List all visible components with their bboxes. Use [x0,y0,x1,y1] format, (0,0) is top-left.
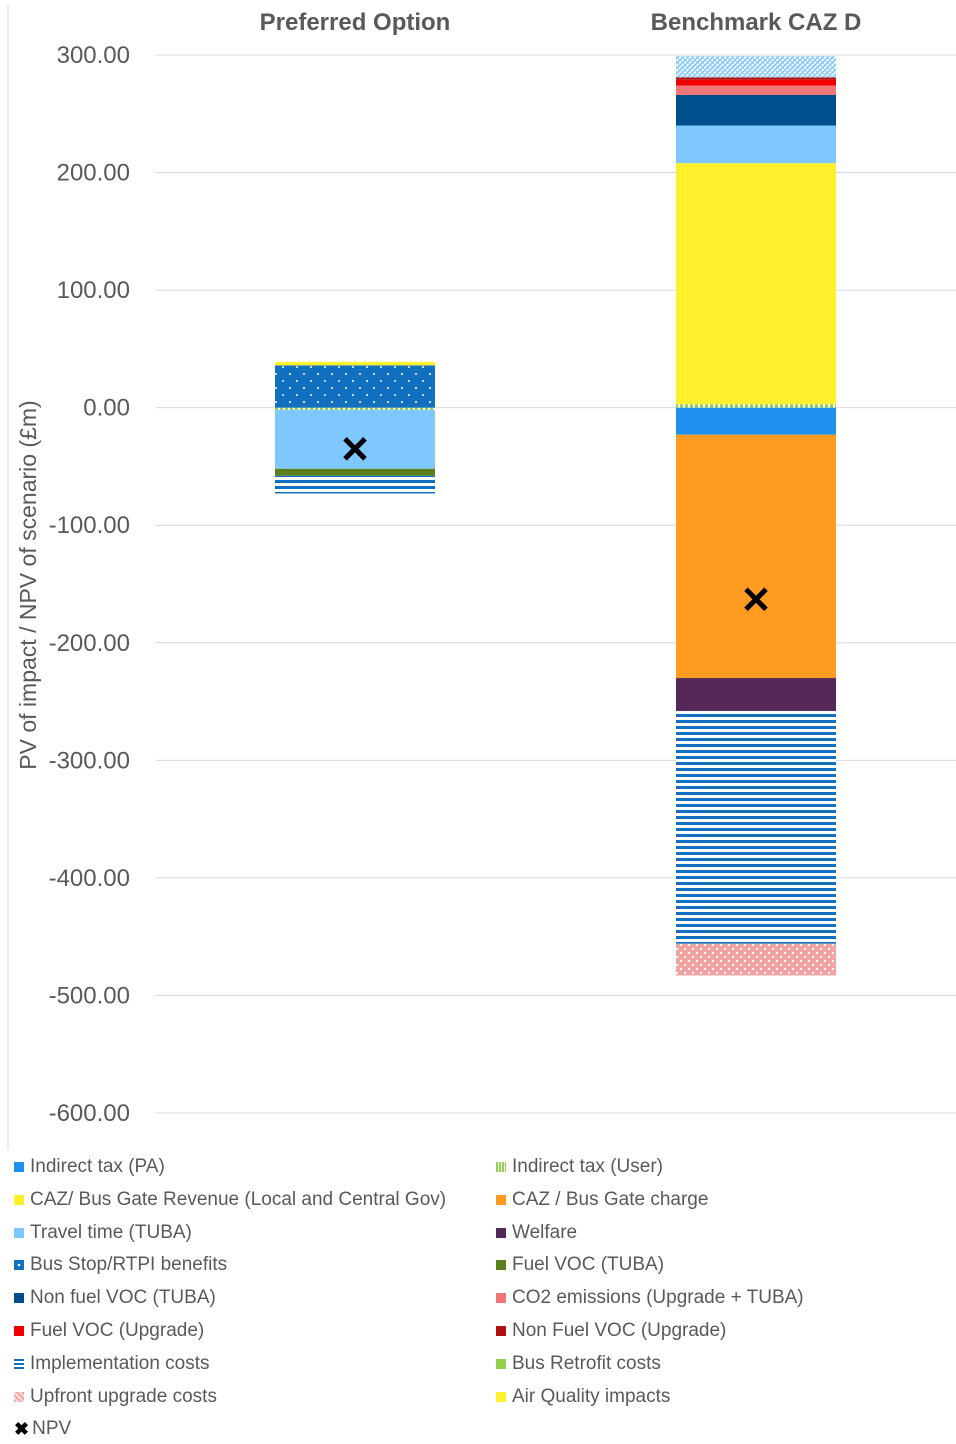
legend-item: Non fuel VOC (TUBA) [14,1283,216,1313]
legend-swatch [496,1260,506,1271]
y-tick-label: -100.00 [49,512,130,539]
legend-label: Bus Stop/RTPI benefits [30,1254,228,1276]
legend-item: Air Quality impacts [496,1382,670,1412]
legend-item: Fuel VOC (Upgrade) [14,1316,204,1346]
legend-label: Upfront upgrade costs [30,1385,217,1407]
legend-item: Bus Stop/RTPI benefits [14,1250,227,1280]
legend-item: Indirect tax (PA) [14,1152,165,1182]
legend-swatch [14,1194,24,1205]
legend-item: CAZ / Bus Gate charge [496,1185,708,1215]
legend-swatch [14,1162,24,1172]
bar-segment [275,365,435,408]
bar-segment [676,710,836,944]
legend-swatch [496,1227,506,1238]
legend-label: Welfare [512,1221,578,1243]
bar-segment [676,943,836,976]
y-tick-label: -600.00 [49,1100,130,1127]
legend-swatch [496,1358,506,1369]
stacked-bar-chart: 300.00 200.00 100.00 0.00 -100.00 -200.00 -300… [7,5,956,1150]
legend-swatch [14,1260,24,1271]
legend-swatch [14,1326,24,1336]
y-tick-label: -200.00 [49,630,130,657]
bar-segment [676,125,836,164]
legend-item: Welfare [496,1218,577,1248]
bar-segment [676,79,836,86]
legend-item: Fuel VOC (TUBA) [496,1250,664,1280]
legend-swatch [496,1391,506,1402]
bar-segment [676,85,836,95]
bar-segments [275,56,836,976]
legend-label: Non Fuel VOC (Upgrade) [512,1320,727,1341]
bar-segment [676,434,836,679]
legend-swatch [14,1293,24,1304]
y-tick-label: -300.00 [49,747,130,774]
legend-label: Bus Retrofit costs [512,1352,661,1374]
npv-marker [343,437,367,461]
category-label: Preferred Option [260,9,451,36]
y-tick-label: -500.00 [49,982,130,1009]
category-labels: Preferred Option Benchmark CAZ D [260,9,862,36]
bar-segment [275,410,435,469]
y-tick-label: 300.00 [57,42,130,69]
legend-swatch [14,1227,24,1238]
bar-segment [275,361,435,366]
y-tick-label: 200.00 [57,160,130,187]
legend-swatch [496,1194,506,1205]
legend-item: Bus Retrofit costs [496,1349,661,1379]
legend-label: Indirect tax (User) [512,1156,663,1177]
bar-segment [676,678,836,711]
legend-label: Implementation costs [30,1352,210,1374]
bar-segment [275,475,435,494]
legend-swatch [496,1326,506,1336]
bar-segment [676,56,836,78]
legend-item: Implementation costs [14,1349,210,1379]
y-tick-labels: 300.00 200.00 100.00 0.00 -100.00 -200.00 -300… [49,42,130,1127]
y-tick-label: -400.00 [49,865,130,892]
bar-segment [676,77,836,80]
y-axis-label: PV of impact / NPV of scenario (£m) [15,400,41,769]
legend-label: CO2 emissions (Upgrade + TUBA) [512,1287,804,1309]
legend-item: ✖ NPV [14,1414,71,1444]
bar-segment [275,468,435,476]
legend-swatch [14,1391,24,1402]
npv-markers [343,437,768,612]
legend-swatch [496,1293,506,1304]
legend-label: Indirect tax (PA) [30,1156,165,1177]
legend-item: Travel time (TUBA) [14,1218,192,1248]
legend-label: Travel time (TUBA) [30,1221,192,1243]
legend-swatch [14,1358,24,1369]
legend-item: CAZ/ Bus Gate Revenue (Local and Central… [14,1185,446,1215]
chart-area: 300.00 200.00 100.00 0.00 -100.00 -200.00 -300… [7,5,956,1150]
npv-marker-icon: ✖ [14,1419,30,1440]
legend-item: Upfront upgrade costs [14,1382,217,1412]
bar-segment [676,404,836,408]
legend-item: CO2 emissions (Upgrade + TUBA) [496,1283,804,1313]
npv-marker [744,587,768,612]
legend-label: Non fuel VOC (TUBA) [30,1287,216,1309]
legend-label: Air Quality impacts [512,1385,671,1407]
bar-segment [676,94,836,126]
y-tick-label: 0.00 [83,395,130,422]
legend-label: NPV [32,1418,72,1440]
y-tick-label: 100.00 [57,277,130,304]
legend-label: Fuel VOC (TUBA) [512,1254,665,1276]
category-label: Benchmark CAZ D [651,9,862,36]
legend-item: Non Fuel VOC (Upgrade) [496,1316,726,1346]
legend-label: CAZ / Bus Gate charge [512,1188,709,1210]
bar-segment [676,163,836,405]
legend-label: CAZ/ Bus Gate Revenue (Local and Central… [30,1188,447,1210]
legend-item: Indirect tax (User) [496,1152,663,1182]
bar-segment [676,407,836,435]
legend-label: Fuel VOC (Upgrade) [30,1320,205,1341]
bar-segment [275,407,435,411]
legend-swatch [496,1162,506,1172]
